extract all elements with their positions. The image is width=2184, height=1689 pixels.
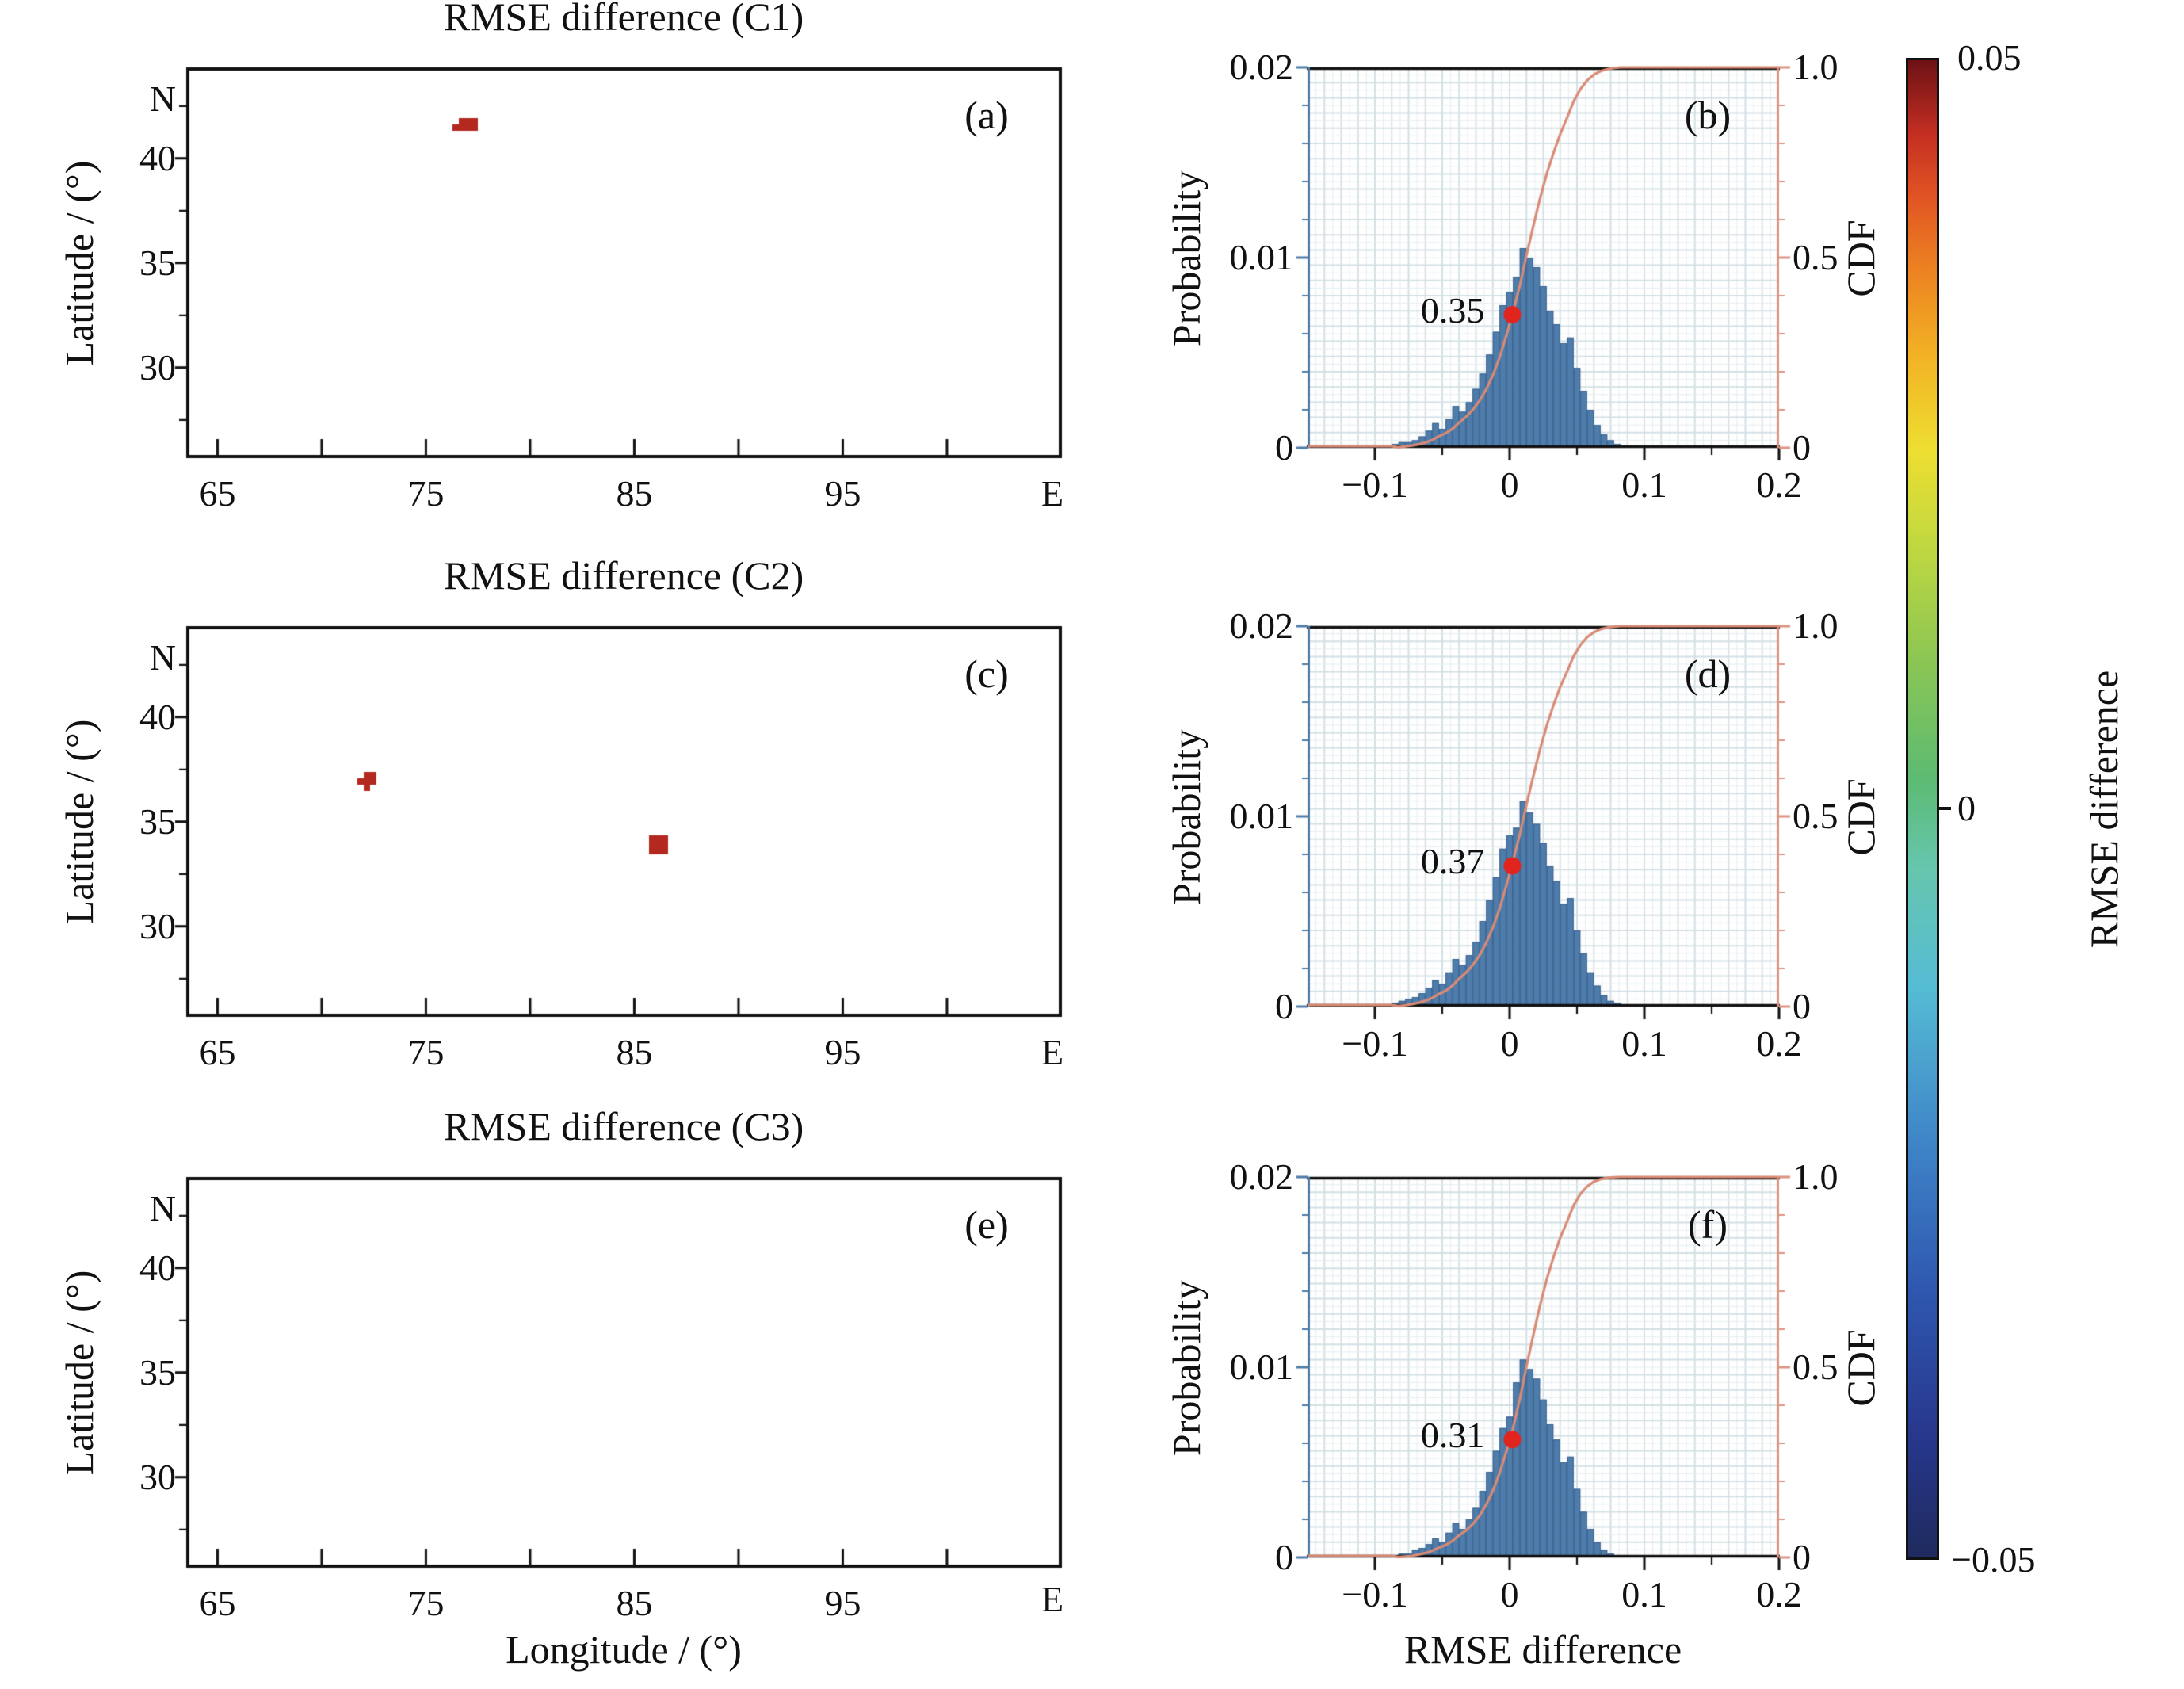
map-x-tick-label: 95 <box>824 473 861 514</box>
map-x-tick-label: 95 <box>824 1032 861 1072</box>
hist-left-tick-label: 0.02 <box>1229 606 1294 646</box>
hist-x-tick-label: 0.1 <box>1621 1023 1667 1064</box>
hist-right-tick-label: 0 <box>1793 986 1811 1026</box>
north-label-3: N <box>149 1188 176 1229</box>
hist-left-tick-label: 0 <box>1275 986 1293 1026</box>
north-label-1: N <box>149 78 176 119</box>
map-y-tick-label: 40 <box>139 137 176 178</box>
map-x-tick-label: 65 <box>199 1032 236 1072</box>
hist-x-tick-label: 0 <box>1500 464 1519 505</box>
hist-left-tick-label: 0.02 <box>1229 1156 1294 1197</box>
panel-letter-b: (b) <box>1684 93 1732 137</box>
colorbar-label-min: −0.05 <box>1951 1539 2036 1580</box>
panel-letter-a: (a) <box>964 93 1009 137</box>
histogram-cdf-panel-f <box>1292 1174 1807 1598</box>
map-x-tick-label: 65 <box>199 473 236 514</box>
map-y-tick-label: 30 <box>139 346 176 388</box>
map-y-tick-label: 40 <box>139 1247 176 1288</box>
hist-right-tick-label: 1.0 <box>1793 47 1838 87</box>
map-y-tick-label: 35 <box>139 1351 176 1393</box>
hist-left-tick-label: 0 <box>1275 427 1293 468</box>
panel-letter-c: (c) <box>964 652 1009 696</box>
hist-right-tick-label: 0.5 <box>1793 1347 1838 1387</box>
hist-left-tick-label: 0.02 <box>1229 47 1294 87</box>
hist-x-tick-label: 0.1 <box>1621 1574 1667 1614</box>
hist-right-tick-label: 1.0 <box>1793 606 1838 646</box>
hist-x-axis-label: RMSE difference <box>1403 1627 1682 1672</box>
colorbar-zero-tick <box>1939 807 1951 810</box>
north-label-2: N <box>149 637 176 678</box>
map-y-tick-label: 30 <box>139 905 176 946</box>
hist-x-tick-label: −0.1 <box>1342 464 1408 505</box>
map-y-tick-label: 35 <box>139 242 176 283</box>
colorbar-gradient <box>1906 58 1939 1560</box>
hist-left-tick-label: 0.01 <box>1229 237 1294 277</box>
map-x-tick-label: 65 <box>199 1583 236 1623</box>
hist-left-tick-label: 0.01 <box>1229 1347 1294 1387</box>
hist-right-tick-label: 0.5 <box>1793 796 1838 836</box>
hist-x-tick-label: 0.1 <box>1621 464 1667 505</box>
hist-left-tick-label: 0 <box>1275 1537 1293 1577</box>
hist-x-tick-label: 0.2 <box>1756 1023 1802 1064</box>
map-x-tick-label: 75 <box>407 1032 445 1072</box>
colorbar-label-zero: 0 <box>1957 788 1976 828</box>
cdf-annotation-b: 0.35 <box>1420 290 1485 331</box>
panel-letter-f: (f) <box>1688 1202 1728 1247</box>
colorbar-label-max: 0.05 <box>1957 37 2022 78</box>
map-heatmap-c2 <box>170 623 1065 1020</box>
map-x-tick-label: 75 <box>407 473 445 514</box>
panel-letter-d: (d) <box>1684 652 1732 696</box>
map-y-tick-label: 40 <box>139 696 176 737</box>
histogram-cdf-panel-b <box>1292 64 1807 488</box>
hist-x-tick-label: −0.1 <box>1342 1574 1408 1614</box>
hist-x-tick-label: 0 <box>1500 1574 1519 1614</box>
hist-right-tick-label: 0.5 <box>1793 237 1838 277</box>
cdf-annotation-f: 0.31 <box>1420 1415 1485 1456</box>
map-x-tick-label: 85 <box>616 1032 653 1072</box>
map-title-c1: RMSE difference (C1) <box>443 0 804 39</box>
hist-right-tick-label: 0 <box>1793 1537 1811 1577</box>
map-x-tick-label: 75 <box>407 1583 445 1623</box>
east-label-3: E <box>1040 1579 1064 1619</box>
east-label-2: E <box>1040 1032 1064 1072</box>
hist-x-tick-label: 0 <box>1500 1023 1519 1064</box>
map-x-tick-label: 85 <box>616 473 653 514</box>
map-title-c2: RMSE difference (C2) <box>443 553 804 598</box>
hist-right-tick-label: 0 <box>1793 427 1811 468</box>
colorbar-axis-label: RMSE difference <box>2082 670 2126 949</box>
east-label-1: E <box>1040 473 1064 514</box>
map-y-tick-label: 35 <box>139 801 176 842</box>
hist-right-tick-label: 1.0 <box>1793 1156 1838 1197</box>
longitude-axis-label: Longitude / (°) <box>506 1627 742 1672</box>
map-heatmap-c3 <box>170 1174 1065 1571</box>
cdf-annotation-d: 0.37 <box>1420 841 1485 882</box>
map-x-tick-label: 95 <box>824 1583 861 1623</box>
map-y-tick-label: 30 <box>139 1456 176 1497</box>
histogram-cdf-panel-d <box>1292 623 1807 1047</box>
hist-left-tick-label: 0.01 <box>1229 796 1294 836</box>
hist-x-tick-label: 0.2 <box>1756 1574 1802 1614</box>
hist-x-tick-label: −0.1 <box>1342 1023 1408 1064</box>
panel-letter-e: (e) <box>964 1202 1009 1247</box>
map-x-tick-label: 85 <box>616 1583 653 1623</box>
map-title-c3: RMSE difference (C3) <box>443 1104 804 1148</box>
map-heatmap-c1 <box>170 64 1065 461</box>
hist-x-tick-label: 0.2 <box>1756 464 1802 505</box>
